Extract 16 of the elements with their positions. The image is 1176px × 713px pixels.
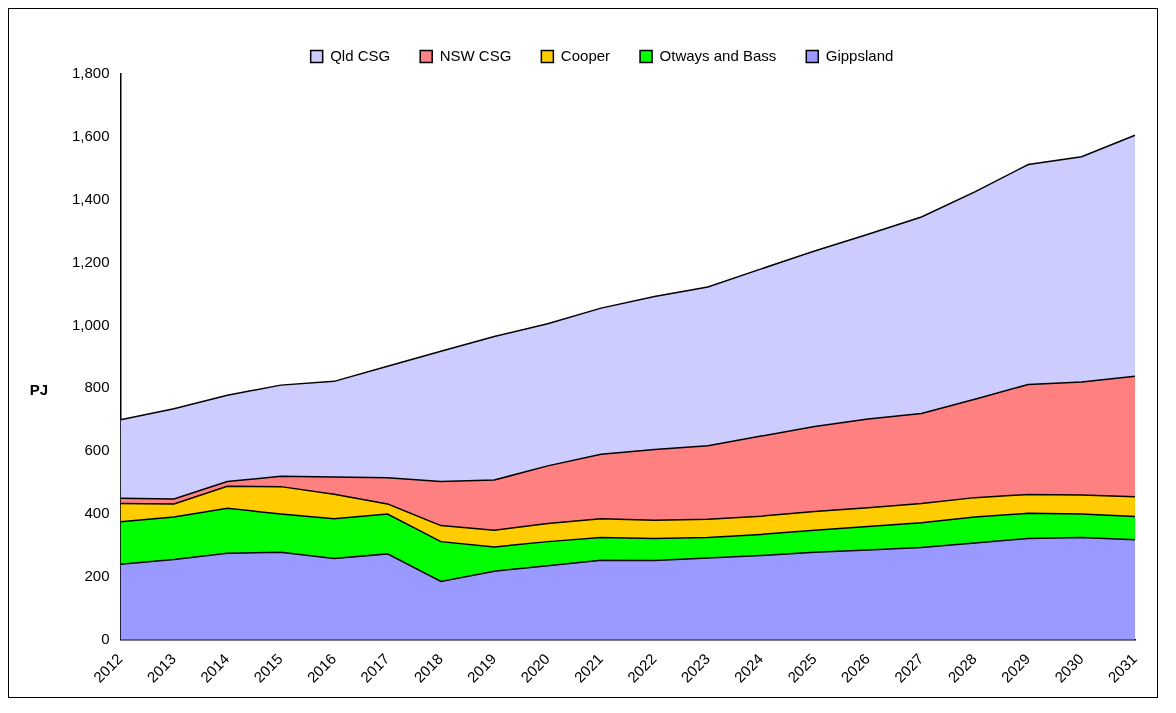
y-tick-label: 800	[84, 378, 110, 396]
y-tick-label: 600	[84, 441, 110, 459]
legend-label: Cooper	[560, 46, 611, 64]
y-tick-label: 1,000	[71, 315, 110, 333]
y-axis-title: PJ	[29, 380, 49, 398]
y-tick-label: 1,600	[71, 126, 110, 144]
y-tick-label: 1,800	[71, 64, 110, 82]
y-tick-label: 0	[101, 629, 110, 647]
legend-label: NSW CSG	[439, 46, 512, 64]
y-tick-label: 400	[84, 504, 110, 522]
y-tick-label: 1,200	[71, 252, 110, 270]
y-tick-label: 1,400	[71, 189, 110, 207]
y-tick-label: 200	[84, 566, 110, 584]
legend-label: Qld CSG	[330, 46, 391, 64]
legend-label: Otways and Bass	[659, 46, 777, 64]
legend-label: Gippsland	[825, 46, 894, 64]
